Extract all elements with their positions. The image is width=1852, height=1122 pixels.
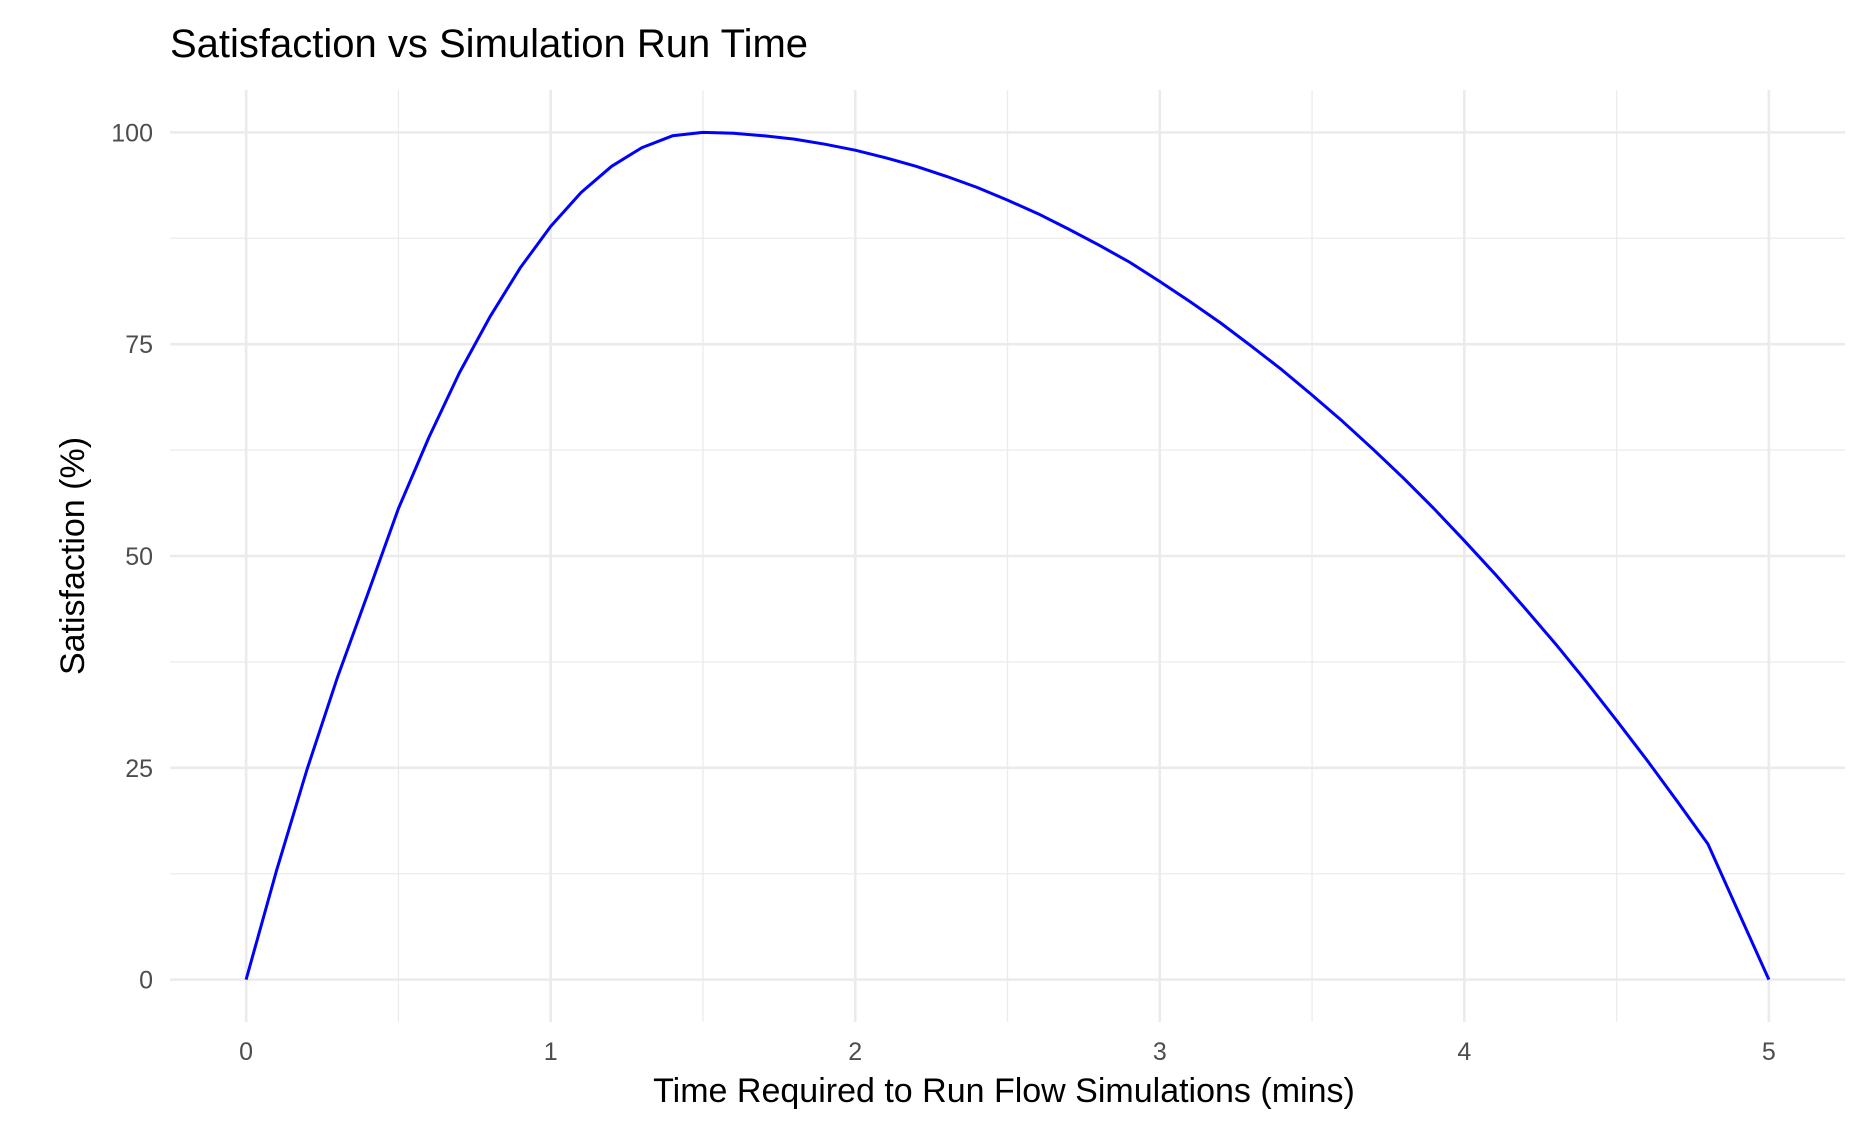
y-tick-label: 100 <box>111 119 153 147</box>
x-tick-label: 0 <box>239 1038 253 1066</box>
y-axis-ticks: 0 25 50 75 100 <box>111 119 153 994</box>
y-tick-label: 75 <box>125 331 153 359</box>
y-tick-label: 25 <box>125 755 153 783</box>
x-tick-label: 1 <box>544 1038 558 1066</box>
grid <box>170 90 1845 1022</box>
x-tick-label: 3 <box>1153 1038 1167 1066</box>
chart-title: Satisfaction vs Simulation Run Time <box>170 22 808 66</box>
y-axis-title: Satisfaction (%) <box>54 437 92 675</box>
series-line <box>244 130 1771 981</box>
x-tick-label: 5 <box>1762 1038 1776 1066</box>
y-tick-label: 50 <box>125 543 153 571</box>
x-axis-title: Time Required to Run Flow Simulations (m… <box>653 1072 1355 1110</box>
series-layer <box>244 130 1771 981</box>
x-axis-ticks: 0 1 2 3 4 5 <box>239 1038 1776 1066</box>
x-tick-label: 4 <box>1457 1038 1471 1066</box>
x-tick-label: 2 <box>848 1038 862 1066</box>
y-tick-label: 0 <box>139 967 153 995</box>
